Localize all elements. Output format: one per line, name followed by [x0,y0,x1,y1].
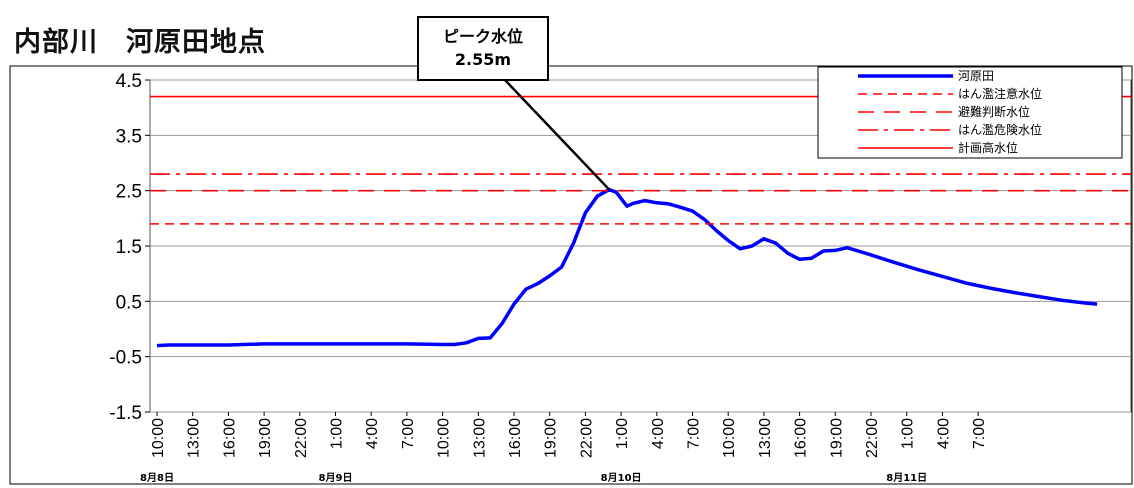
x-tick-label: 22:00 [293,418,310,458]
callout-leader [504,79,611,191]
x-tick-label: 10:00 [436,418,453,458]
axis-layer: 4.5 3.5 2.5 1.5 0.5 -0.5 -1.5 10:00 13:00 16:00 19… [109,71,988,484]
x-tick-label: 4:00 [650,418,667,449]
x-tick-label: 4:00 [364,418,381,449]
day-label: 8月9日 [319,472,353,484]
x-tick-label: 16:00 [507,418,524,458]
callout-line1: ピーク水位 [443,27,523,46]
x-tick-label: 19:00 [543,418,560,458]
x-tick-label: 7:00 [686,418,703,449]
y-tick-label: 4.5 [116,71,142,92]
x-tick-label: 22:00 [864,418,881,458]
series-line-kawaradaa [156,187,1098,348]
day-label: 8月8日 [140,472,174,484]
x-tick-label: 7:00 [400,418,417,449]
x-tick-label: 10:00 [150,418,167,458]
legend-label: 避難判断水位 [958,104,1030,119]
x-tick-label: 7:00 [971,418,988,449]
x-tick-label: 4:00 [935,418,952,449]
day-label: 8月10日 [601,472,642,484]
x-tick-label: 1:00 [614,418,631,449]
callout-box [417,16,549,81]
legend-label: はん濫危険水位 [958,122,1042,137]
legend-label: 計画高水位 [958,140,1018,155]
series-layer [150,95,1131,348]
legend-label: はん濫注意水位 [958,86,1042,101]
chart-frame [9,65,1133,485]
y-tick-label: 1.5 [116,237,142,258]
y-tick-label: 3.5 [116,126,142,147]
x-tick-label: 22:00 [578,418,595,458]
x-tick-label: 13:00 [757,418,774,458]
x-tick-label: 16:00 [793,418,810,458]
x-tick-label: 10:00 [721,418,738,458]
x-tick-label: 19:00 [828,418,845,458]
x-tick-label: 13:00 [471,418,488,458]
x-tick-label: 1:00 [900,418,917,449]
y-tick-label: 0.5 [116,292,142,313]
y-tick-label: -1.5 [109,403,142,424]
x-tick-label: 19:00 [257,418,274,458]
chart-title: 内部川 河原田地点 [14,27,266,58]
x-tick-label: 16:00 [221,418,238,458]
callout-line2: 2.55m [455,50,511,69]
y-tick-label: -0.5 [109,348,142,369]
day-label: 8月11日 [886,472,927,484]
y-tick-label: 2.5 [116,182,142,203]
legend-label: 河原田 [958,69,994,83]
x-tick-label: 13:00 [186,418,203,458]
peak-callout: ピーク水位 2.55m [417,16,611,191]
x-tick-label: 1:00 [329,418,346,449]
